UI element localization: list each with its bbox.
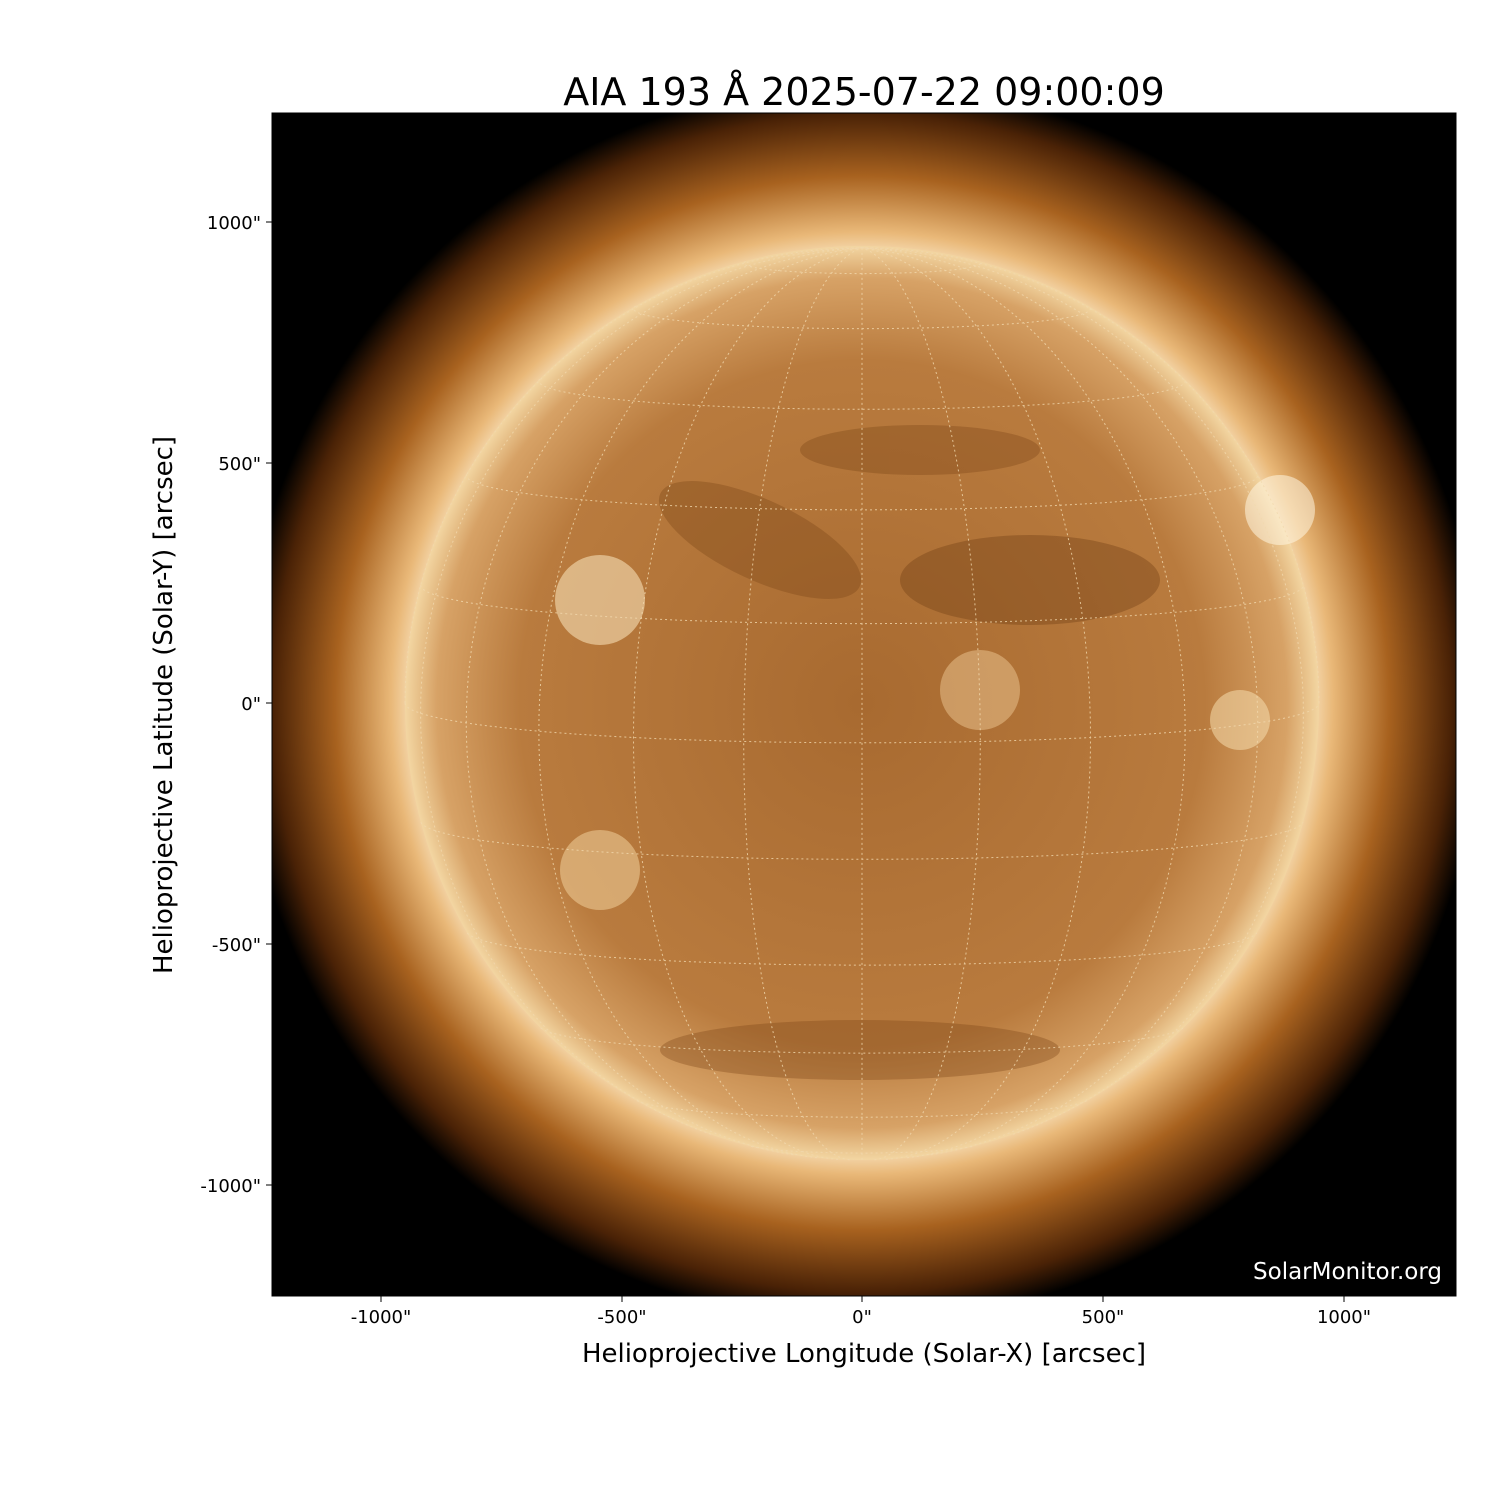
y-tick-label: -1000" (200, 1176, 261, 1197)
latitude-line (538, 378, 1186, 410)
x-axis-label: Helioprojective Longitude (Solar-X) [arc… (582, 1339, 1146, 1369)
axes-frame (271, 112, 1457, 1297)
latitude-line (465, 474, 1259, 511)
longitude-line (632, 247, 863, 1160)
latitude-line (404, 702, 1320, 744)
watermark: SolarMonitor.org (1253, 1259, 1442, 1285)
latitude-line (750, 1145, 974, 1154)
latitude-line (743, 261, 981, 275)
latitude-line (420, 821, 1304, 860)
longitude-line (861, 247, 981, 1161)
longitude-line (538, 247, 863, 1159)
y-tick-label: -500" (212, 935, 261, 956)
plot-title: AIA 193 Å 2025-07-22 09:00:09 (563, 70, 1165, 114)
longitude-line (861, 247, 1092, 1160)
coronal-holes (658, 425, 1160, 1080)
x-axis: -1000" -500" 0" 500" 1000" (351, 1296, 1371, 1328)
y-axis-label: Helioprojective Latitude (Solar-Y) [arcs… (149, 436, 179, 974)
solar-image: SolarMonitor.org (272, 113, 1456, 1296)
longitude-line (743, 247, 863, 1161)
y-tick-label: 0" (241, 694, 261, 715)
heliographic-grid (404, 247, 1320, 1161)
y-tick-label: 500" (218, 454, 261, 475)
x-tick-label: 500" (1082, 1307, 1125, 1328)
latitude-line (632, 305, 1092, 330)
y-axis: 1000" 500" 0" -500" -1000" (200, 213, 272, 1197)
longitude-line (861, 247, 1304, 1135)
latitude-line (420, 585, 1304, 625)
latitude-line (636, 1100, 1088, 1118)
longitude-line (420, 247, 863, 1135)
x-tick-label: 1000" (1317, 1307, 1371, 1328)
longitude-line (861, 247, 1186, 1159)
active-regions (555, 475, 1315, 910)
x-tick-label: -500" (597, 1307, 646, 1328)
latitude-line (540, 1027, 1184, 1054)
longitude-line (404, 247, 863, 704)
longitude-line (861, 247, 1320, 704)
latitude-line (466, 932, 1258, 966)
x-tick-label: -1000" (351, 1307, 412, 1328)
x-tick-label: 0" (852, 1307, 872, 1328)
y-tick-label: 1000" (207, 213, 261, 234)
